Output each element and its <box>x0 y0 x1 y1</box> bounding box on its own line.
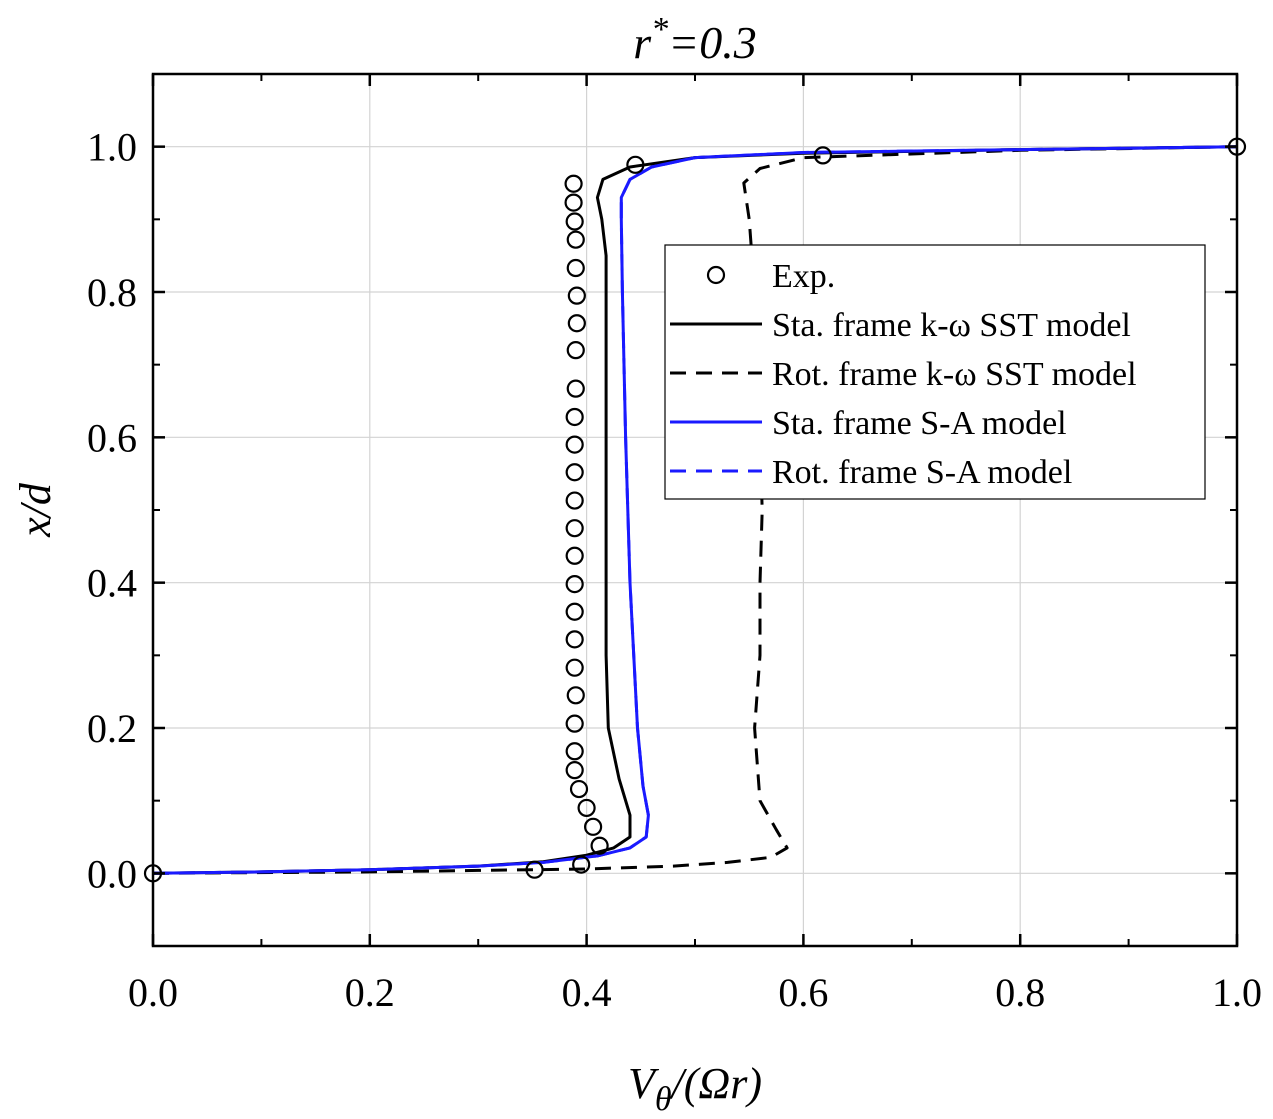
legend-label-rot-frame-s-a-model: Rot. frame S-A model <box>772 454 1072 491</box>
y-tick-label: 0.8 <box>87 270 137 315</box>
y-tick-label: 0.4 <box>87 561 137 606</box>
chart-title: r*=0.3 <box>633 11 756 68</box>
exp-data-point <box>565 519 584 538</box>
exp-data-point <box>565 602 584 621</box>
exp-data-point <box>565 575 584 594</box>
exp-data-point <box>564 174 583 193</box>
x-title-sub: θ <box>655 1081 672 1118</box>
ticks: 0.0 0.2 0.4 0.6 0.8 1.0 0.0 0.2 0.4 0.6 0.8 1.0 <box>87 73 1262 1015</box>
x-title-v: V <box>628 1059 660 1108</box>
x-tick-label: 0.2 <box>345 970 395 1015</box>
exp-data-point <box>565 742 584 761</box>
title-base: r <box>633 17 652 68</box>
legend-label-sta-frame-k-sst-model: Sta. frame k-ω SST model <box>772 307 1131 344</box>
exp-data-point <box>626 155 645 174</box>
legend-label-sta-frame-s-a-model: Sta. frame S-A model <box>772 405 1067 442</box>
exp-data-point <box>577 798 596 818</box>
legend-label-rot-frame-k-sst-model: Rot. frame k-ω SST model <box>772 356 1137 393</box>
exp-data-point <box>567 314 586 333</box>
exp-data-point <box>565 463 584 482</box>
y-tick-label: 0.0 <box>87 851 137 896</box>
title-rest: =0.3 <box>668 17 757 68</box>
exp-data-point <box>566 379 585 398</box>
exp-data-point <box>565 714 584 733</box>
x-title-rest: /(Ωr) <box>669 1059 762 1108</box>
plot-frame <box>151 72 1239 948</box>
x-axis-title: Vθ/(Ωr) <box>628 1059 762 1118</box>
exp-data-point <box>564 193 583 212</box>
series-line-sta-frame-s-a-model <box>153 145 1237 875</box>
exp-data-point <box>565 491 584 510</box>
exp-data-point <box>566 686 585 705</box>
x-tick-label: 0.6 <box>778 970 828 1015</box>
x-tick-label: 1.0 <box>1212 970 1262 1015</box>
series-layer <box>143 137 1247 883</box>
legend: Exp. Sta. frame k-ω SST model Rot. frame k… <box>664 244 1206 500</box>
x-tick-label: 0.4 <box>562 970 612 1015</box>
exp-data-point <box>572 855 591 874</box>
grid <box>153 74 1237 946</box>
exp-data-point <box>565 761 584 780</box>
exp-data-point <box>565 658 584 677</box>
exp-data-point <box>566 230 585 249</box>
exp-data-point <box>590 836 609 855</box>
exp-data-point <box>566 341 585 360</box>
exp-data-point <box>525 860 544 879</box>
exp-data-point <box>565 630 584 649</box>
title-sup: * <box>651 11 668 48</box>
x-tick-label: 0.8 <box>995 970 1045 1015</box>
y-tick-label: 0.2 <box>87 706 137 751</box>
exp-data-point <box>813 146 833 165</box>
exp-data-point <box>569 779 589 799</box>
exp-data-point <box>565 212 584 231</box>
exp-data-point <box>566 258 585 278</box>
exp-data-point <box>584 817 603 836</box>
x-tick-label: 0.0 <box>128 970 178 1015</box>
exp-data-point <box>565 407 584 427</box>
exp-data-point <box>565 435 584 454</box>
series-line-rot-frame-k-sst-model <box>153 145 1237 875</box>
y-tick-label: 0.6 <box>87 415 137 460</box>
exp-data-point <box>565 546 584 565</box>
y-axis-title: x/d <box>11 482 60 538</box>
legend-label-exp: Exp. <box>772 258 835 295</box>
y-tick-label: 1.0 <box>87 125 137 170</box>
legend-marker-exp <box>706 265 726 285</box>
exp-data-point <box>567 286 586 305</box>
